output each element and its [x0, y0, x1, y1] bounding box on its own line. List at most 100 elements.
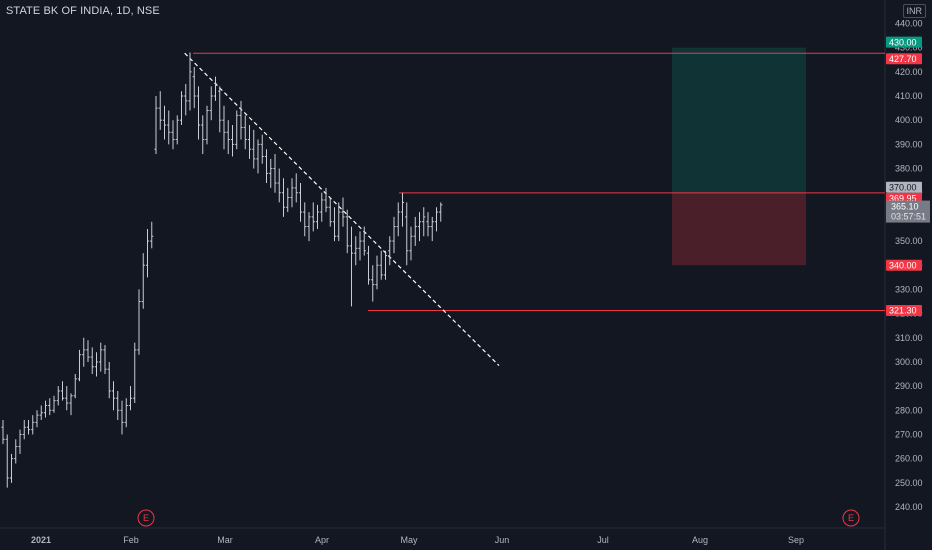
ohlc-bar: [205, 105, 209, 145]
ohlc-bar: [162, 105, 167, 140]
earnings-marker-label: E: [848, 513, 854, 523]
ohlc-bar: [14, 439, 18, 464]
price-tag-427.70: [886, 53, 922, 65]
ohlc-bar: [52, 395, 56, 413]
ohlc-bar: [158, 91, 162, 130]
ohlc-bar: [86, 340, 90, 362]
price-tag-321.30: [886, 304, 922, 316]
earnings-marker-label: E: [143, 513, 149, 523]
time-tick-label: 2021: [31, 535, 51, 545]
ohlc-bar: [150, 221, 154, 249]
ohlc-bar: [69, 393, 73, 416]
ohlc-bar: [5, 434, 9, 488]
ohlc-bar: [332, 207, 337, 242]
price-tick-label: 410.00: [895, 91, 923, 101]
ohlc-bar: [243, 115, 247, 150]
ohlc-bar: [362, 226, 366, 256]
loss-zone: [672, 192, 806, 266]
price-tag-label: 370.00: [889, 182, 917, 192]
ohlc-bar: [94, 352, 99, 377]
time-tick-label: Aug: [692, 535, 708, 545]
ohlc-bar: [315, 204, 320, 229]
ohlc-bar: [18, 429, 22, 454]
earnings-marker-icon: [137, 509, 155, 527]
ohlc-bar: [56, 386, 60, 406]
ohlc-bar: [175, 115, 179, 145]
ohlc-bar: [417, 212, 422, 242]
price-tag-label: 430.00: [889, 37, 917, 47]
price-tick-label: 400.00: [895, 115, 923, 125]
ohlc-bar: [388, 236, 392, 266]
time-tick-label: Mar: [217, 535, 233, 545]
ohlc-bar: [379, 250, 383, 280]
price-tag-340.00: [886, 259, 922, 271]
ohlc-bar: [405, 202, 409, 266]
time-tick-label: Feb: [123, 535, 139, 545]
ohlc-bar: [141, 253, 145, 309]
ohlc-bar: [116, 390, 120, 420]
ohlc-bar: [77, 349, 82, 382]
ohlc-bar: [230, 125, 235, 157]
price-tag-label: 340.00: [889, 260, 917, 270]
ohlc-bar: [60, 381, 65, 401]
ohlc-bar: [209, 86, 213, 121]
ohlc-bar: [430, 216, 434, 242]
ohlc-bar: [413, 216, 417, 246]
ohlc-bar: [48, 398, 52, 416]
time-tick-label: Apr: [315, 535, 329, 545]
ohlc-bar: [26, 419, 31, 435]
price-tag-label: 427.70: [889, 54, 917, 64]
profit-zone: [672, 47, 806, 193]
price-tick-label: 250.00: [895, 478, 923, 488]
last-price-label: 365.10: [891, 202, 919, 212]
ohlc-bar: [35, 410, 39, 428]
price-tick-label: 280.00: [895, 405, 923, 415]
ohlc-bar: [371, 265, 375, 302]
price-tag-label: 369.95: [889, 194, 917, 204]
ohlc-bar: [120, 400, 124, 435]
ohlc-bar: [124, 398, 128, 428]
ohlc-bar: [222, 105, 226, 150]
price-tick-label: 350.00: [895, 236, 923, 246]
ohlc-bar: [99, 342, 103, 372]
ohlc-bar: [409, 226, 413, 261]
ohlc-bar: [269, 158, 273, 188]
price-tick-label: 390.00: [895, 139, 923, 149]
ohlc-bar: [349, 226, 354, 307]
ohlc-bar: [290, 178, 294, 208]
price-tick-label: 270.00: [895, 429, 923, 439]
ohlc-bar: [90, 347, 94, 375]
price-tag-370.00: [886, 181, 922, 193]
ohlc-bar: [31, 415, 35, 435]
last-price-tag: [886, 200, 930, 223]
ohlc-bar: [286, 187, 290, 213]
ohlc-bar: [22, 419, 26, 440]
price-tag-label: 321.30: [889, 306, 917, 316]
ohlc-bar: [196, 86, 201, 140]
price-tag-430.00: [886, 36, 922, 48]
ohlc-bar: [107, 361, 111, 399]
price-tick-label: 420.00: [895, 67, 923, 77]
ohlc-bar: [307, 212, 311, 242]
price-tick-label: 240.00: [895, 502, 923, 512]
currency-label[interactable]: INR: [902, 4, 926, 18]
ohlc-bar: [277, 168, 281, 203]
ohlc-bar: [375, 255, 379, 290]
chart-title: STATE BK OF INDIA, 1D, NSE: [6, 5, 160, 17]
ohlc-bar: [213, 76, 218, 101]
ohlc-bar: [111, 381, 116, 411]
ohlc-bar: [73, 374, 77, 399]
ohlc-bar: [171, 120, 175, 150]
ohlc-bar: [39, 405, 43, 420]
price-tick-label: 330.00: [895, 284, 923, 294]
ohlc-bar: [426, 212, 430, 237]
price-tick-label: 260.00: [895, 454, 923, 464]
ohlc-bar: [65, 386, 69, 411]
ohlc-bar: [133, 342, 137, 404]
price-tick-label: 300.00: [895, 357, 923, 367]
price-tick-label: 440.00: [895, 19, 923, 29]
ohlc-bar: [345, 209, 349, 254]
ohlc-bar: [218, 86, 222, 133]
ohlc-bar: [235, 110, 239, 150]
